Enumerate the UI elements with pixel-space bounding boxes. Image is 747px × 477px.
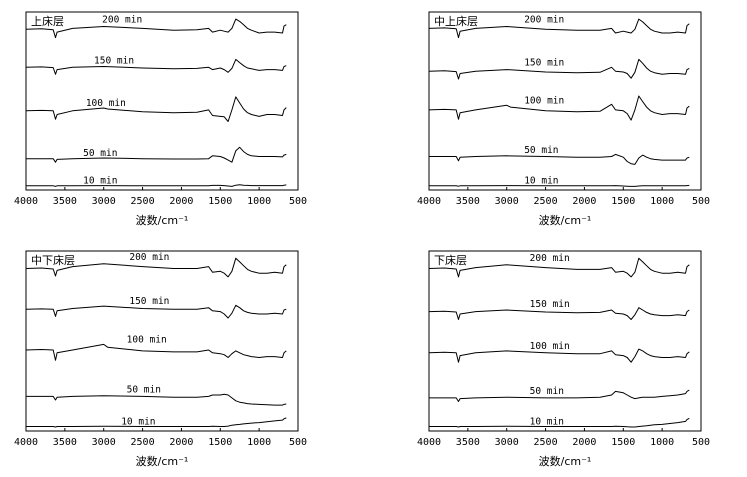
x-tick-label: 2500 (131, 196, 155, 207)
series-label: 10 min (530, 416, 564, 427)
x-axis-label: 波数/cm⁻¹ (136, 214, 189, 227)
spectrum-line (429, 389, 690, 402)
x-tick-label: 1500 (208, 437, 232, 448)
x-tick-label: 1000 (247, 437, 271, 448)
panel-mid-lower-bed-svg: 中下床层 4000 3500 3000 2500 2000 1500 1000 500 波数/cm… (14, 250, 307, 468)
x-tick-label: 1000 (650, 437, 674, 448)
panel-mid-upper-bed: 中上床层 4000 3500 3000 2500 2000 1500 1000 500 波数/cm… (374, 0, 747, 238)
spectrum-line (428, 95, 690, 121)
x-tick-label: 4000 (417, 437, 441, 448)
x-tick-label: 3000 (495, 437, 519, 448)
x-axis-label: 波数/cm⁻¹ (539, 214, 592, 227)
panel-lower-bed: 下床层 4000 3500 3000 2500 2000 1500 1000 500 波数/cm⁻… (374, 239, 747, 477)
series-label: 200 min (530, 253, 570, 264)
series-label: 50 min (530, 386, 564, 397)
series-label: 200 min (129, 252, 169, 263)
panel-title: 下床层 (434, 253, 467, 267)
panel-title: 中下床层 (31, 253, 75, 267)
x-tick-label: 2000 (169, 437, 193, 448)
spectrum-line (26, 417, 287, 428)
series-label: 50 min (83, 148, 117, 159)
series-label: 100 min (530, 341, 570, 352)
panel-mid-lower-bed: 中下床层 4000 3500 3000 2500 2000 1500 1000 500 波数/cm… (0, 239, 373, 477)
x-tick-label: 4000 (417, 196, 441, 207)
spectrum-line (26, 146, 287, 163)
spectrum-line (26, 184, 287, 187)
plot-frame (428, 250, 702, 432)
x-tick-label: 3000 (495, 196, 519, 207)
x-tick-label: 3500 (53, 437, 77, 448)
x-tick-label: 1500 (611, 196, 635, 207)
spectrum-line (26, 393, 287, 406)
spectrum-line (25, 304, 287, 319)
spectrum-line (428, 257, 690, 278)
spectrum-line (428, 58, 690, 80)
x-tick-label: 2500 (534, 437, 558, 448)
x-tick-label: 2000 (169, 196, 193, 207)
x-tick-label: 2500 (534, 196, 558, 207)
plot-frame (25, 250, 299, 432)
x-tick-label: 1000 (650, 196, 674, 207)
spectrum-line (25, 96, 287, 122)
x-axis-label: 波数/cm⁻¹ (136, 455, 189, 468)
x-tick-label: 500 (289, 437, 307, 448)
panel-upper-bed-svg: 上床层 4000 3500 3000 2500 2000 1500 1000 500 波数/cm⁻… (14, 11, 307, 227)
spectrum-line (25, 343, 287, 361)
series-label: 200 min (524, 15, 564, 26)
panel-title: 中上床层 (434, 14, 478, 28)
spectrum-line (428, 307, 690, 320)
panel-title: 上床层 (31, 14, 64, 28)
x-tick-label: 3500 (53, 196, 77, 207)
plot-frame (25, 11, 299, 191)
panel-lower-bed-svg: 下床层 4000 3500 3000 2500 2000 1500 1000 500 波数/cm⁻… (417, 250, 710, 468)
spectrum-line (429, 153, 690, 165)
series-label: 10 min (121, 416, 155, 427)
panel-mid-upper-bed-svg: 中上床层 4000 3500 3000 2500 2000 1500 1000 500 波数/cm… (417, 11, 710, 227)
spectrum-line (25, 58, 287, 75)
series-label: 10 min (83, 176, 117, 187)
spectrum-line (428, 348, 690, 363)
spectrum-line (25, 18, 287, 39)
x-tick-label: 3500 (456, 437, 480, 448)
series-label: 100 min (524, 95, 564, 106)
x-tick-label: 3000 (92, 196, 116, 207)
series-label: 150 min (524, 58, 564, 69)
panel-upper-bed: 上床层 4000 3500 3000 2500 2000 1500 1000 500 波数/cm⁻… (0, 0, 373, 238)
series-label: 100 min (127, 334, 167, 345)
x-tick-label: 4000 (14, 196, 38, 207)
series-label: 100 min (86, 98, 126, 109)
x-tick-label: 500 (289, 196, 307, 207)
series-label: 200 min (102, 15, 142, 26)
series-label: 150 min (530, 299, 570, 310)
x-tick-label: 500 (692, 437, 710, 448)
x-tick-label: 1500 (208, 196, 232, 207)
x-tick-label: 4000 (14, 437, 38, 448)
x-tick-label: 1000 (247, 196, 271, 207)
x-tick-label: 2000 (572, 196, 596, 207)
x-tick-label: 3000 (92, 437, 116, 448)
plot-frame (428, 11, 702, 191)
x-axis-label: 波数/cm⁻¹ (539, 455, 592, 468)
x-tick-label: 2000 (572, 437, 596, 448)
series-label: 10 min (524, 176, 558, 187)
series-label: 50 min (524, 145, 558, 156)
x-tick-label: 2500 (131, 437, 155, 448)
series-label: 150 min (94, 55, 134, 66)
x-tick-label: 1500 (611, 437, 635, 448)
series-label: 50 min (127, 385, 161, 396)
series-label: 150 min (129, 296, 169, 307)
spectrum-line (429, 184, 690, 187)
spectrum-line (25, 257, 287, 278)
spectrum-line (428, 18, 690, 39)
spectrum-line (429, 417, 690, 428)
x-tick-label: 500 (692, 196, 710, 207)
x-tick-label: 3500 (456, 196, 480, 207)
